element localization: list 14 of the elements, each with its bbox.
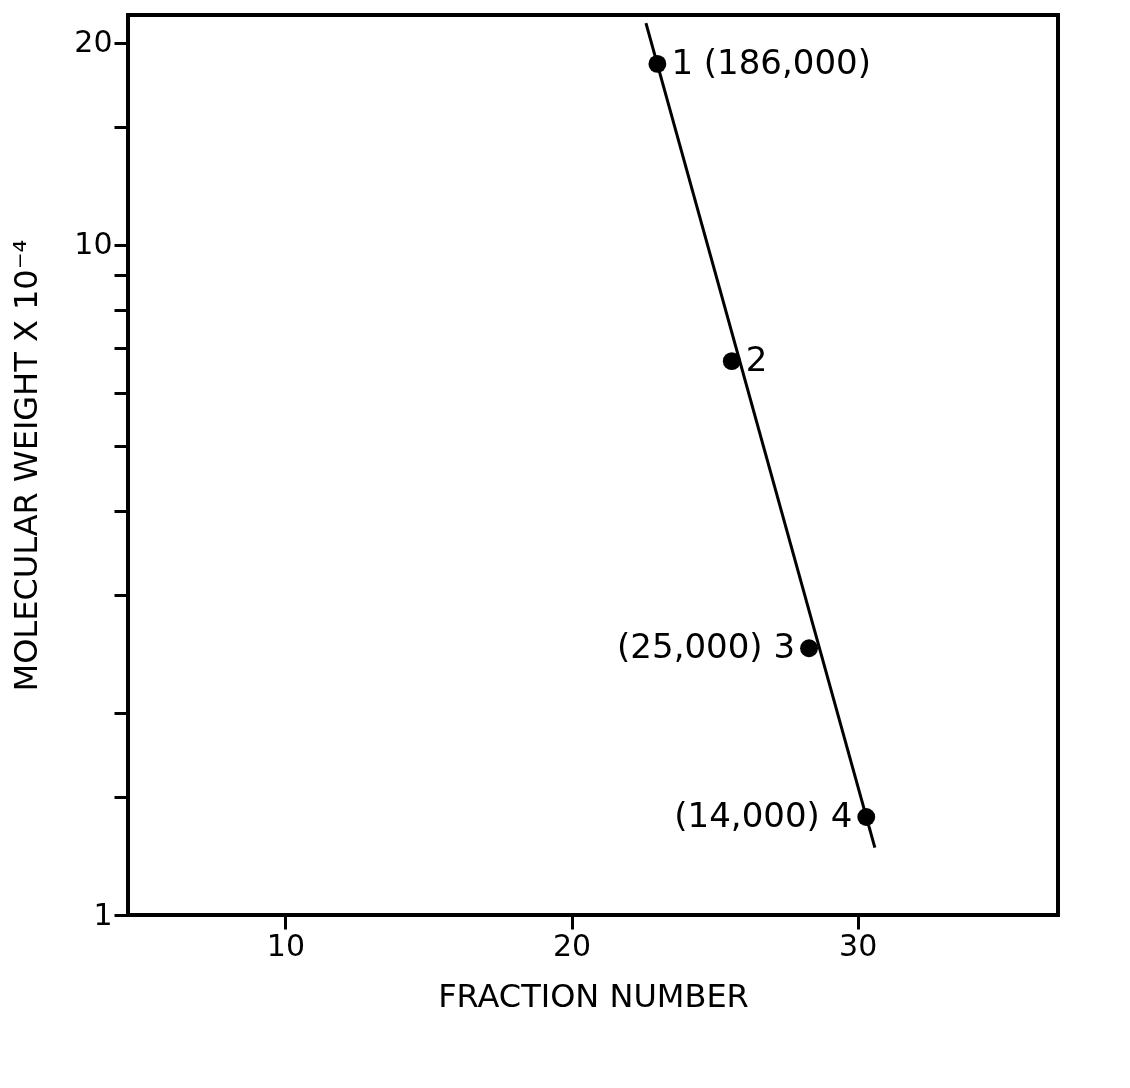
y-tick-label: 20 xyxy=(74,24,113,60)
x-tick-label: 20 xyxy=(552,927,592,963)
annotation: (14,000) 4 xyxy=(674,795,853,836)
x-axis-title: FRACTION NUMBER xyxy=(438,976,749,1015)
y-axis-title: MOLECULAR WEIGHT X 10⁻⁴ xyxy=(7,239,46,692)
x-tick-label: 10 xyxy=(266,927,305,963)
point xyxy=(800,639,818,658)
x-tick-label: 30 xyxy=(839,927,878,963)
annotation: 1 (186,000) xyxy=(671,41,871,82)
annotation: (25,000) 3 xyxy=(617,626,796,667)
point xyxy=(722,352,741,371)
annotation: 2 xyxy=(745,339,768,380)
y-tick-label: 1 xyxy=(93,896,113,932)
y-tick-label: 10 xyxy=(74,226,113,262)
